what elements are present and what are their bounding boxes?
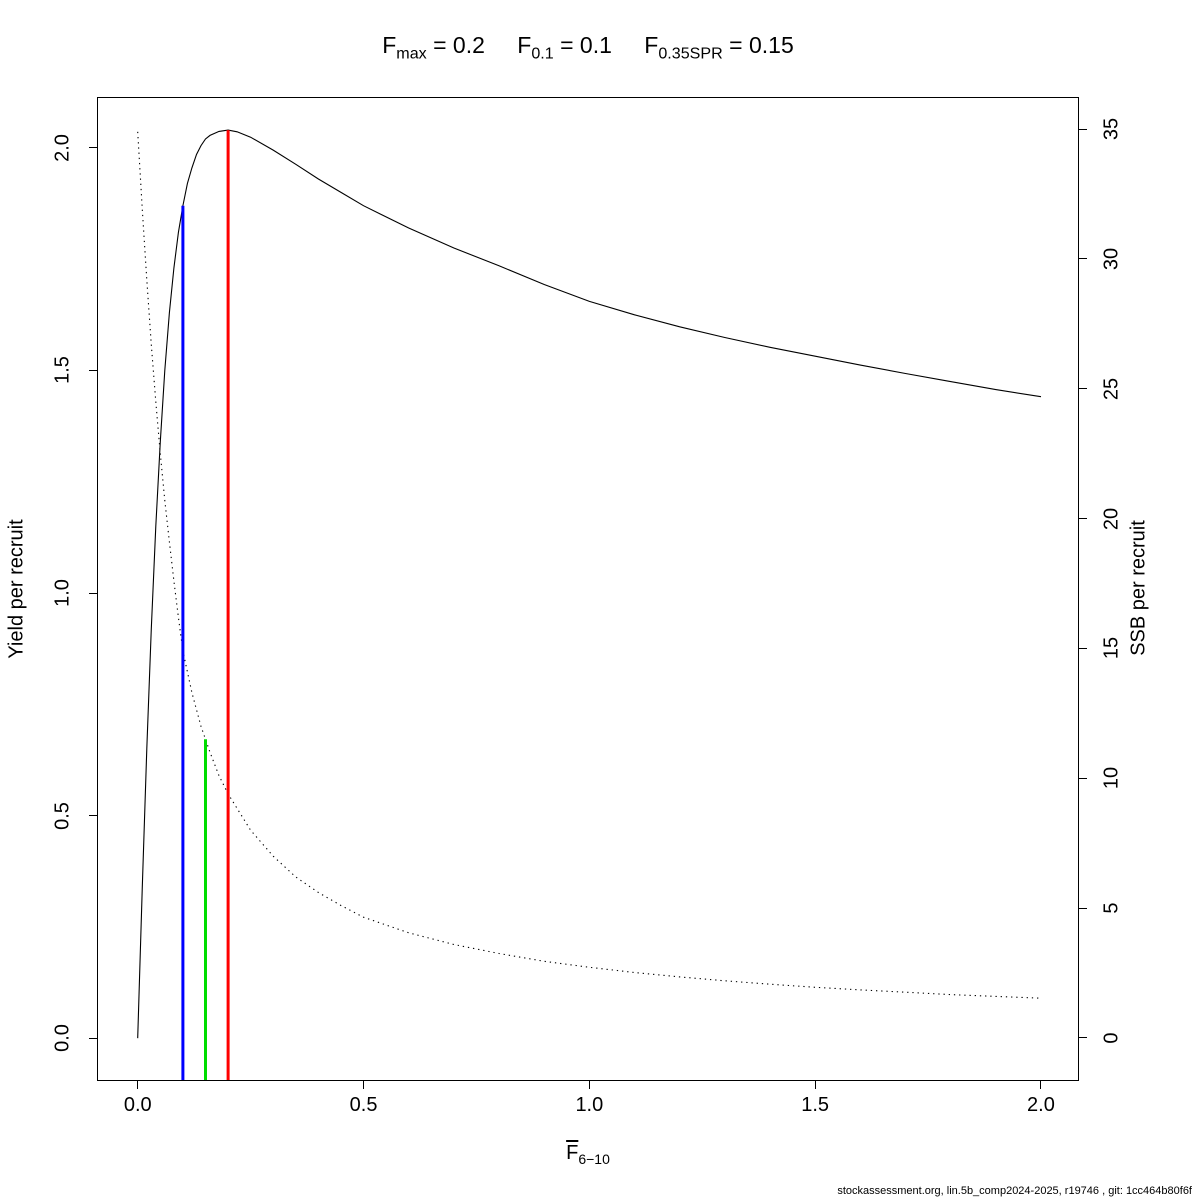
x-tick-mark [1040,1081,1042,1089]
x-axis-label-fbar: F [566,1142,579,1164]
y-left-tick-mark [89,1037,97,1039]
y-left-tick-label: 0.0 [51,1024,74,1053]
title-term-f01-sub: 0.1 [531,44,554,63]
ssb-per-recruit-curve [137,131,1042,999]
x-tick-label: 0.5 [349,1094,378,1116]
y-right-tick-label: 5 [1100,902,1123,914]
y-right-tick-mark [1079,388,1087,390]
x-axis-label: F6−10 [566,1142,610,1167]
y-left-tick-mark [89,592,97,594]
title-term-f01: F0.1 = 0.1 [517,32,612,62]
title-term-fmax-value: = 0.2 [426,32,485,58]
y-right-tick-label: 25 [1100,377,1123,400]
plot-area [137,129,1042,1080]
x-tick-label: 0.0 [123,1094,152,1116]
x-tick-mark [814,1081,816,1089]
y-right-tick-mark [1079,777,1087,779]
x-tick-mark [137,1081,139,1089]
x-tick-label: 2.0 [1027,1094,1055,1116]
x-tick-mark [363,1081,365,1089]
y-left-tick-label: 2.0 [51,133,74,162]
title-term-f01-value: = 0.1 [553,32,612,58]
title-term-f035spr: F0.35SPR = 0.15 [644,32,794,62]
title-term-fmax-base: F [382,32,397,58]
title-term-f01-base: F [517,32,532,58]
y-right-tick-mark [1079,258,1087,260]
plot-box [97,97,1079,1081]
y-right-tick-mark [1079,907,1087,909]
y-axis-label-left: Yield per recruit [5,519,28,659]
x-tick-label: 1.0 [575,1094,604,1116]
yield-per-recruit-curve [137,129,1042,1039]
y-right-tick-label: 30 [1100,247,1123,271]
y-right-tick-label: 0 [1100,1032,1123,1044]
y-right-tick-label: 35 [1100,118,1123,141]
y-right-tick-label: 10 [1100,767,1123,790]
y-left-tick-label: 1.0 [51,579,74,607]
y-left-tick-label: 0.5 [51,801,74,830]
y-left-tick-mark [89,147,97,149]
y-right-tick-label: 15 [1100,637,1123,660]
footer-watermark: stockassessment.org, lin.5b_comp2024-202… [837,1185,1192,1197]
y-right-tick-mark [1079,518,1087,520]
title-term-f035spr-base: F [644,32,659,58]
y-left-tick-label: 1.5 [51,356,74,385]
y-right-tick-mark [1079,128,1087,130]
chart-title: Fmax = 0.2 F0.1 = 0.1 F0.35SPR = 0.15 [98,32,1078,62]
y-left-tick-mark [89,369,97,371]
y-right-tick-mark [1079,1037,1087,1039]
title-term-fmax: Fmax = 0.2 [382,32,485,62]
x-tick-label: 1.5 [801,1094,830,1116]
y-axis-label-right: SSB per recruit [1127,520,1150,656]
y-left-tick-mark [89,815,97,817]
title-term-fmax-sub: max [396,44,427,63]
title-term-f035spr-sub: 0.35SPR [658,44,723,63]
x-tick-mark [588,1081,590,1089]
y-right-tick-mark [1079,647,1087,649]
title-term-f035spr-value: = 0.15 [722,32,794,58]
x-axis-label-sub: 6−10 [578,1151,610,1167]
y-right-tick-label: 20 [1100,507,1123,530]
